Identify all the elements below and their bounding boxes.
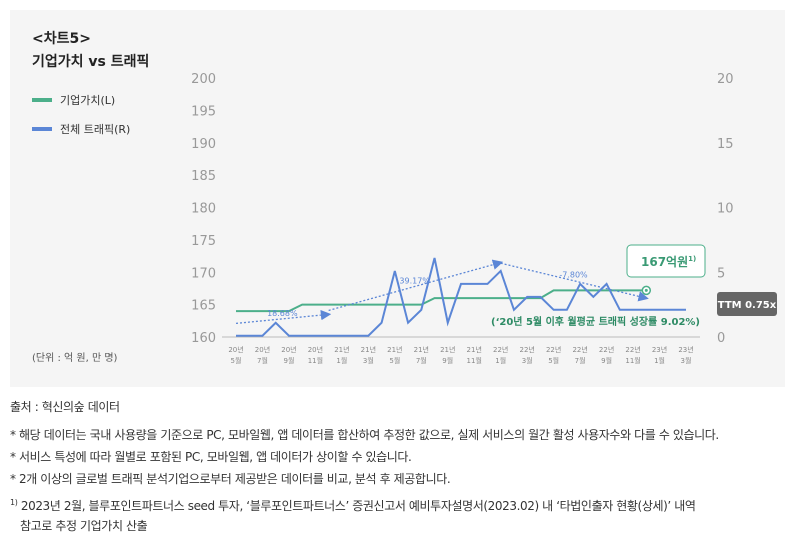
x-tick-label: 11월 xyxy=(308,356,323,365)
x-tick-label: 20년 xyxy=(281,345,296,354)
y-left-tick-label: 165 xyxy=(191,299,216,314)
trend-label: 18.68% xyxy=(267,309,298,318)
x-tick-label: 5월 xyxy=(548,356,559,365)
x-tick-label: 7월 xyxy=(416,356,427,365)
traffic-line xyxy=(236,257,686,337)
x-tick-label: 22년 xyxy=(599,345,614,354)
x-tick-label: 1월 xyxy=(336,356,347,365)
ttm-badge-label: TTM 0.75x xyxy=(718,300,777,311)
x-tick-label: 21년 xyxy=(467,345,482,354)
y-left-tick-label: 185 xyxy=(191,169,216,184)
trend-arrow xyxy=(500,262,649,302)
x-tick-label: 5월 xyxy=(389,356,400,365)
x-tick-label: 7월 xyxy=(257,356,268,365)
x-tick-label: 23년 xyxy=(652,345,667,354)
x-tick-label: 7월 xyxy=(575,356,586,365)
x-tick-label: 21년 xyxy=(414,345,429,354)
x-tick-label: 9월 xyxy=(442,356,453,365)
chart-label: <차트5> xyxy=(32,31,91,47)
note: * 서비스 특성에 따라 월별로 포함된 PC, 모바일웹, 앱 데이터가 상이… xyxy=(10,450,412,464)
x-tick-label: 20년 xyxy=(255,345,270,354)
legend-label: 전체 트래픽(R) xyxy=(60,123,131,136)
y-right-tick-label: 20 xyxy=(717,72,734,87)
legend-swatch xyxy=(32,127,52,131)
x-tick-label: 1월 xyxy=(495,356,506,365)
x-tick-label: 1월 xyxy=(654,356,665,365)
x-tick-label: 11월 xyxy=(625,356,640,365)
x-tick-label: 3월 xyxy=(522,356,533,365)
x-tick-label: 3월 xyxy=(363,356,374,365)
unit-note: (단위 : 억 원, 만 명) xyxy=(32,353,118,364)
y-right-tick-label: 5 xyxy=(717,266,725,281)
footnote-text-2: 참고로 추정 기업가치 산출 xyxy=(20,519,148,533)
growth-note: (‘20년 5월 이후 월평균 트래픽 성장률 9.02%) xyxy=(491,315,700,328)
footnote-text: 2023년 2월, 블루포인트파트너스 seed 투자, ‘블루포인트파트너스’… xyxy=(20,499,696,513)
chart-svg: 200 195 190 185 180 175 170 165 160 20 15 10 5 0 20년 5월… xyxy=(191,72,777,365)
x-tick-label: 23년 xyxy=(678,345,693,354)
x-tick-label: 20년 xyxy=(228,345,243,354)
x-tick-label: 22년 xyxy=(519,345,534,354)
x-tick-label: 21년 xyxy=(361,345,376,354)
callout-label: 167억원1) xyxy=(641,255,696,269)
ttm-badge xyxy=(717,292,777,316)
legend-item-value: 기업가치(L) xyxy=(32,92,115,108)
footnote: 1) 2023년 2월, 블루포인트파트너스 seed 투자, ‘블루포인트파트… xyxy=(10,497,696,514)
y-left-tick-label: 175 xyxy=(191,234,216,249)
x-tick-label: 22년 xyxy=(493,345,508,354)
x-tick-label: 5월 xyxy=(231,356,242,365)
y-left-tick-label: 200 xyxy=(191,72,216,87)
y-right-tick-label: 0 xyxy=(717,331,725,346)
legend-item-traffic: 전체 트래픽(R) xyxy=(32,121,130,137)
trend-label: 39.17% xyxy=(399,276,430,285)
note: * 2개 이상의 글로벌 트래픽 분석기업으로부터 제공받은 데이터를 비교, … xyxy=(10,472,451,486)
x-tick-label: 21년 xyxy=(440,345,455,354)
x-tick-label: 22년 xyxy=(625,345,640,354)
y-left-tick-label: 190 xyxy=(191,137,216,152)
x-tick-label: 22년 xyxy=(572,345,587,354)
callout-box xyxy=(626,244,706,278)
y-left-tick-label: 195 xyxy=(191,104,216,119)
x-tick-label: 20년 xyxy=(308,345,323,354)
note: * 해당 데이터는 국내 사용량을 기준으로 PC, 모바일웹, 앱 데이터를 … xyxy=(10,428,719,442)
chart-panel xyxy=(10,10,785,387)
y-left-tick-label: 180 xyxy=(191,202,216,217)
trend-arrow xyxy=(328,259,504,312)
x-tick-label: 21년 xyxy=(387,345,402,354)
x-tick-label: 9월 xyxy=(283,356,294,365)
callout-marker-dot xyxy=(644,288,648,292)
x-tick-label: 9월 xyxy=(601,356,612,365)
y-left-tick-label: 170 xyxy=(191,266,216,281)
chart-title: 기업가치 vs 트래픽 xyxy=(32,54,150,70)
x-tick-label: 21년 xyxy=(334,345,349,354)
x-tick-label: 11월 xyxy=(467,356,482,365)
footnote-mark: 1) xyxy=(10,498,18,507)
y-right-tick-label: 15 xyxy=(717,137,734,152)
trend-arrow xyxy=(235,309,332,325)
x-tick-label: 22년 xyxy=(546,345,561,354)
y-left-tick-label: 160 xyxy=(191,331,216,346)
y-right-tick-label: 10 xyxy=(717,202,734,217)
legend-label: 기업가치(L) xyxy=(60,94,116,107)
x-tick-label: 3월 xyxy=(681,356,692,365)
legend-swatch xyxy=(32,98,52,102)
source: 출처 : 혁신의숲 데이터 xyxy=(10,400,120,414)
trend-label: -7.80% xyxy=(559,271,588,280)
